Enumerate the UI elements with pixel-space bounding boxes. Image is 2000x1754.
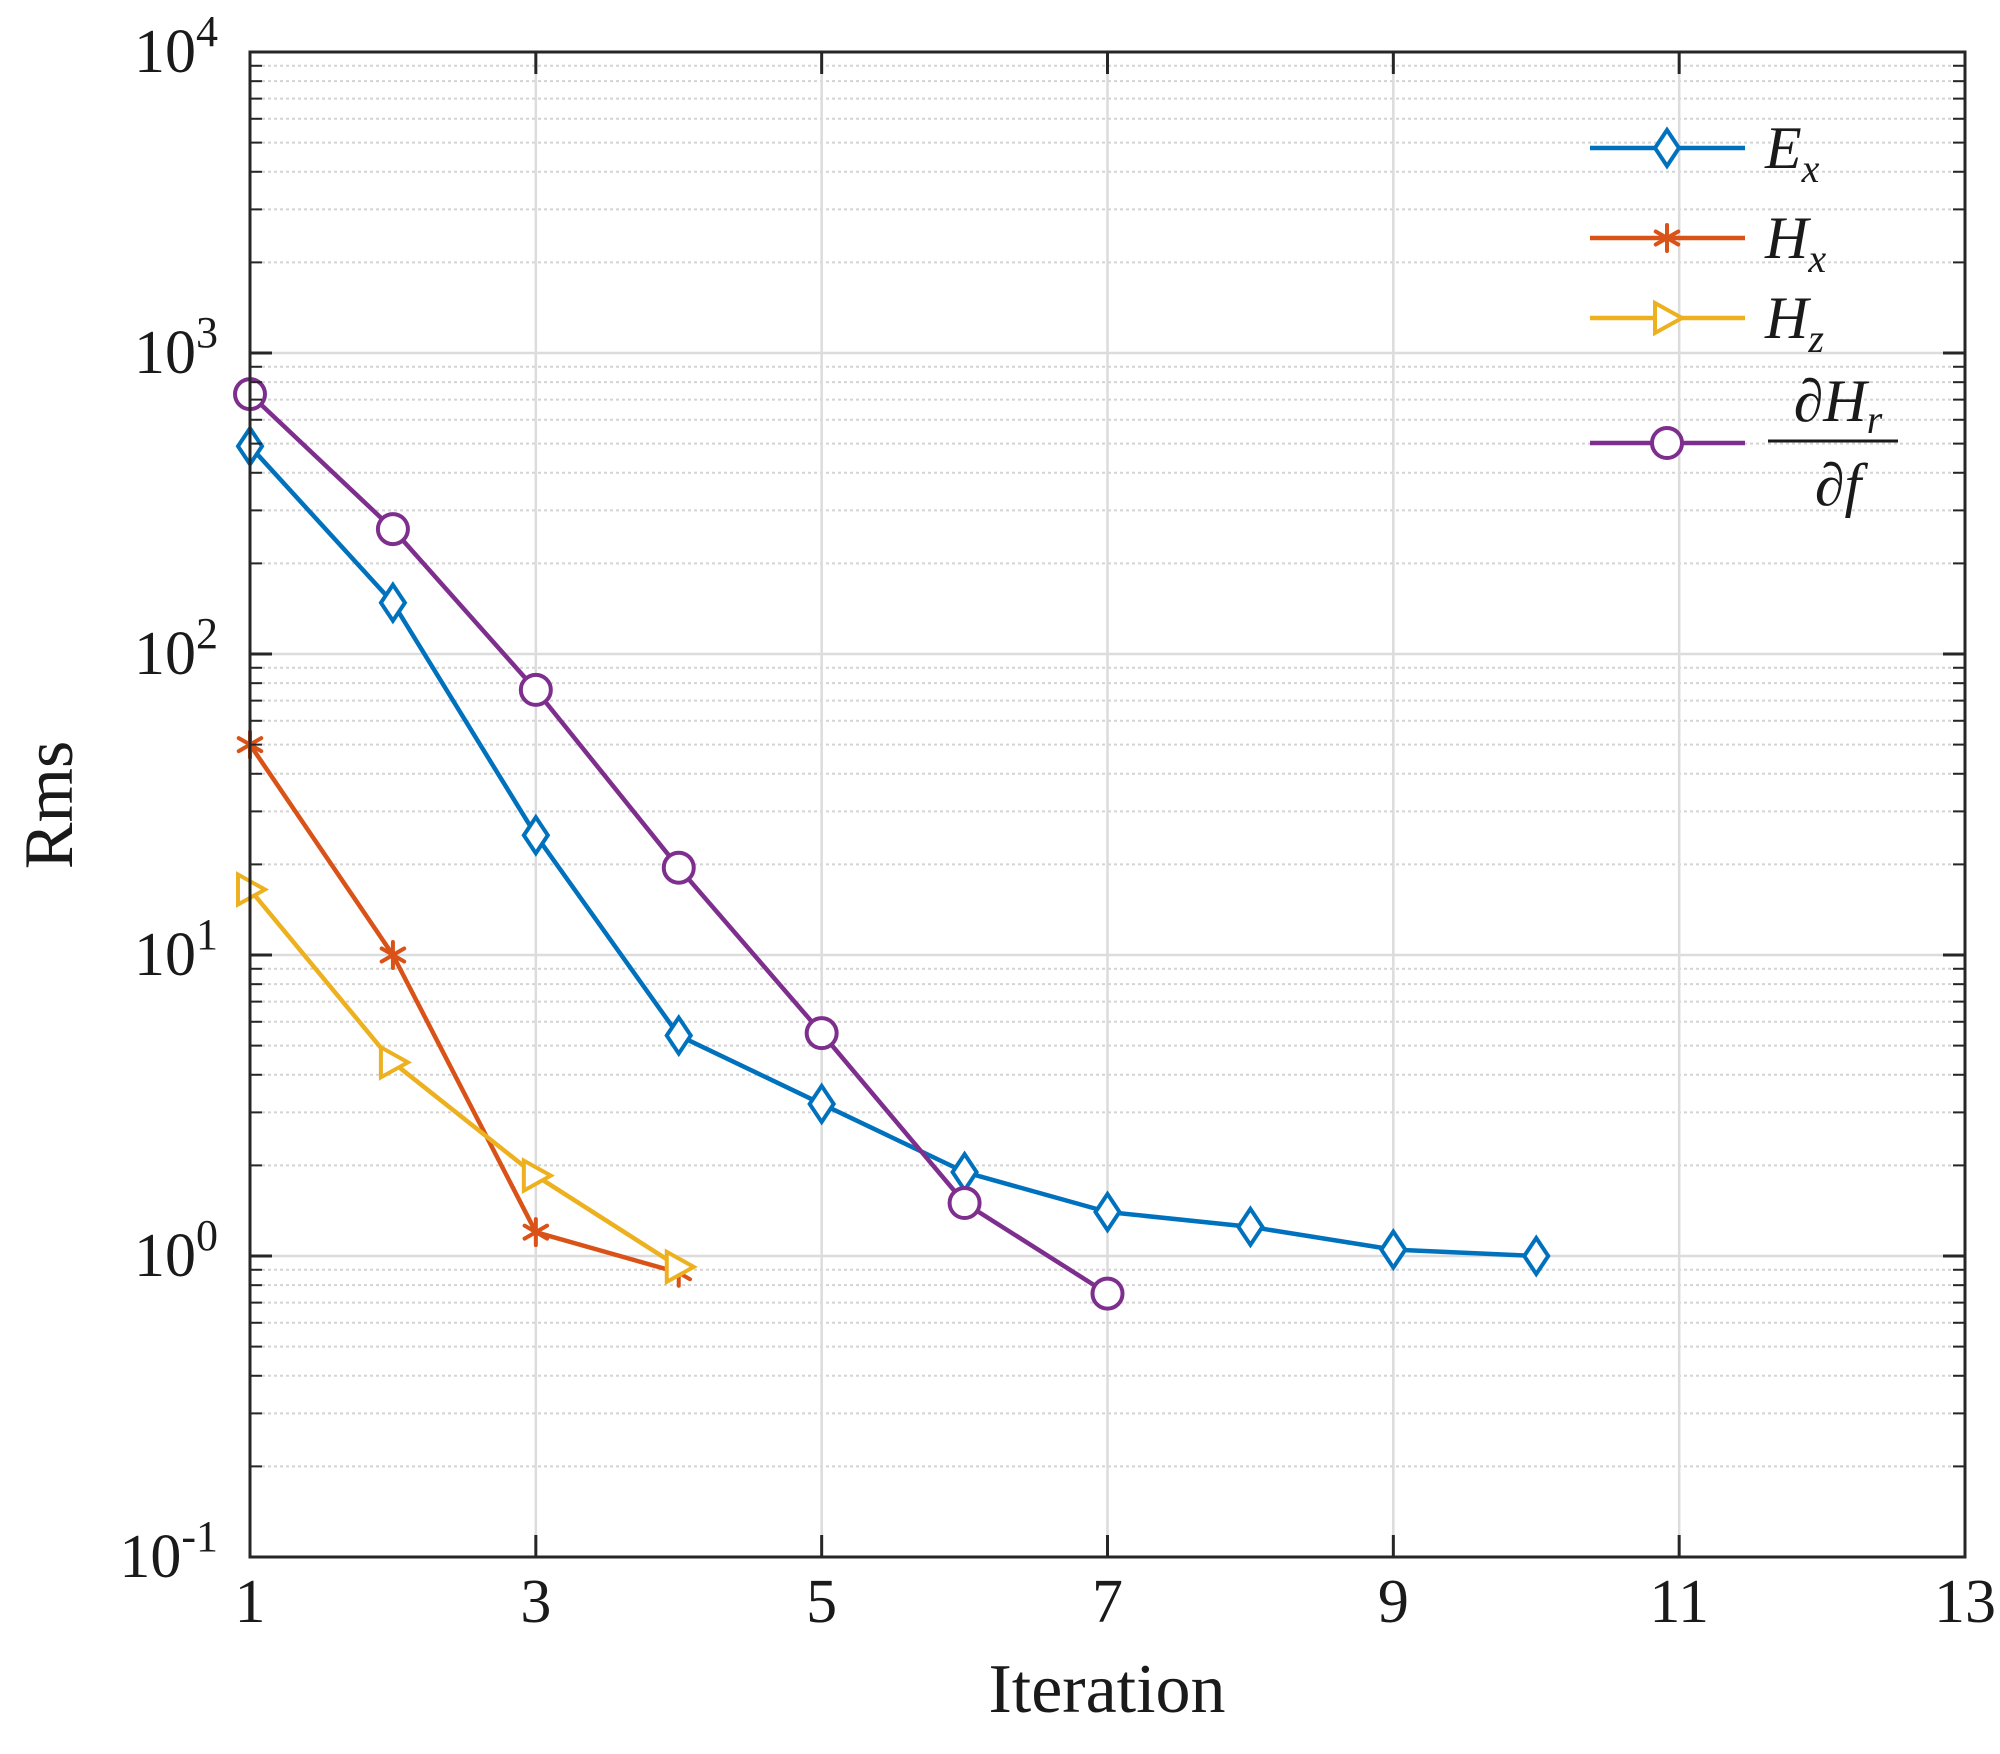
data-point-marker	[1521, 1234, 1551, 1278]
y-tick-label: 100	[134, 1211, 218, 1290]
legend-denominator: ∂f	[1815, 452, 1869, 518]
data-point-marker	[518, 672, 553, 707]
legend-entry: Ex	[1590, 115, 1820, 191]
series-circle	[233, 377, 1125, 1311]
data-point-marker	[1090, 1276, 1125, 1311]
data-point-marker	[378, 1043, 413, 1081]
data-point-marker	[804, 1016, 839, 1051]
data-point-marker	[1378, 1228, 1408, 1272]
y-tick-label: 103	[134, 308, 218, 387]
data-series	[233, 377, 1551, 1311]
series-line	[248, 888, 680, 1269]
legend-numerator: ∂Hr	[1794, 368, 1883, 442]
legend-label: Hz	[1764, 285, 1824, 361]
legend-marker	[1653, 223, 1681, 253]
y-tick-label: 104	[134, 7, 218, 86]
x-tick-label: 9	[1378, 1568, 1409, 1636]
data-point-marker	[664, 1013, 694, 1058]
data-point-marker	[375, 512, 410, 547]
asterisk-stroke	[379, 946, 407, 964]
legend-entry: ∂Hr ∂f	[1590, 368, 1898, 518]
y-tick-label: 101	[134, 910, 218, 989]
x-tick-label: 13	[1934, 1568, 1996, 1636]
x-tick-label: 7	[1092, 1568, 1123, 1636]
x-axis-label: Iteration	[988, 1651, 1225, 1728]
series-line	[248, 743, 680, 1275]
y-axis-label: Rms	[11, 741, 88, 869]
asterisk-stroke	[1653, 229, 1681, 247]
data-point-marker	[1093, 1190, 1122, 1234]
legend-marker	[1650, 426, 1684, 460]
data-point-marker	[661, 850, 696, 885]
y-tick-label: 102	[134, 609, 218, 688]
x-tick-label: 1	[235, 1568, 266, 1636]
data-point-marker	[378, 581, 408, 625]
data-point-marker	[947, 1185, 982, 1220]
series-triangle-right	[236, 871, 698, 1286]
series-line	[248, 444, 1537, 1259]
data-point-marker	[664, 1248, 698, 1286]
legend-label: Ex	[1764, 115, 1820, 191]
data-point-marker	[522, 1217, 550, 1248]
legend-marker	[1652, 126, 1682, 170]
axis-labels: Iteration Rms	[11, 741, 1226, 1728]
legend-entry: Hz	[1590, 285, 1824, 361]
data-point-marker	[521, 813, 551, 857]
data-point-marker	[521, 1157, 555, 1194]
data-point-marker	[379, 940, 407, 970]
legend-entry: Hx	[1590, 205, 1826, 281]
legend-label: Hx	[1764, 205, 1826, 281]
x-tick-label: 11	[1649, 1568, 1709, 1636]
x-tick-label: 5	[806, 1568, 837, 1636]
asterisk-stroke	[522, 1223, 550, 1241]
y-tick-label: 10-1	[119, 1512, 218, 1591]
data-point-marker	[1236, 1205, 1265, 1249]
legend-marker	[1653, 299, 1687, 337]
data-point-marker	[807, 1082, 837, 1126]
x-tick-label: 3	[520, 1568, 551, 1636]
